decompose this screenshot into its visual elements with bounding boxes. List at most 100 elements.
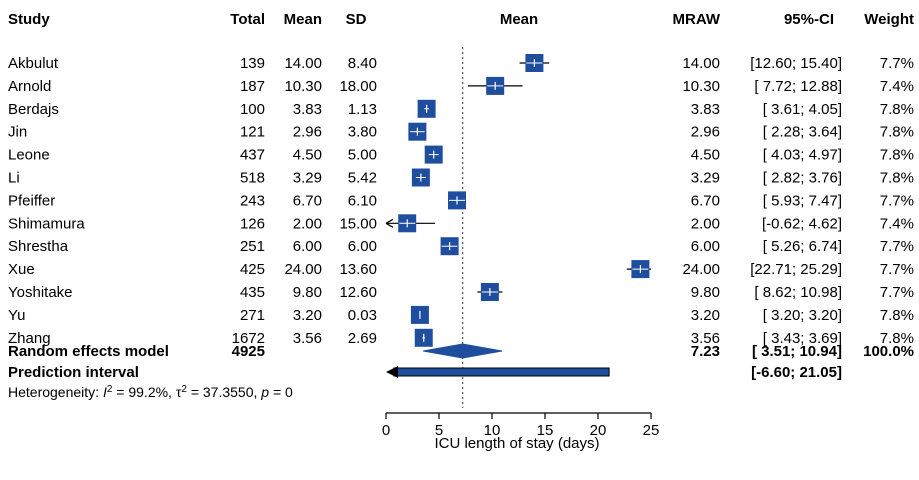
study-mean: 2.96 [293, 124, 322, 141]
header-sd: SD [346, 11, 367, 28]
prediction-interval-label: Prediction interval [8, 364, 139, 381]
table-row: Yu 271 3.20 0.03 3.20 [ 3.20; 3.20] 7.8% [8, 307, 914, 324]
header-mraw: MRAW [673, 11, 721, 28]
study-mean: 3.83 [293, 101, 322, 118]
study-mraw: 6.00 [691, 238, 720, 255]
table-row: Arnold 187 10.30 18.00 10.30 [ 7.72; 12.88] 7.… [8, 78, 914, 95]
study-total: 187 [240, 78, 265, 95]
study-total: 121 [240, 124, 265, 141]
study-ci: [ 7.72; 12.88] [754, 78, 842, 95]
study-weight: 7.8% [880, 170, 914, 187]
study-mraw: 10.30 [682, 78, 720, 95]
header-mean: Mean [284, 11, 322, 28]
study-ci: [ 2.82; 3.76] [763, 170, 842, 187]
study-mraw: 24.00 [682, 261, 720, 278]
study-total: 425 [240, 261, 265, 278]
study-total: 271 [240, 307, 265, 324]
study-ci: [ 5.93; 7.47] [763, 192, 842, 209]
study-name: Yu [8, 307, 26, 324]
header-weight: Weight [864, 11, 914, 28]
study-mean: 3.29 [293, 170, 322, 187]
study-total: 126 [240, 215, 265, 232]
study-weight: 7.7% [880, 284, 914, 301]
study-mraw: 3.20 [691, 307, 720, 324]
random-effects-weight: 100.0% [863, 343, 914, 360]
x-axis: 0 5 10 15 20 25 [382, 412, 659, 439]
header-study: Study [8, 11, 50, 28]
study-name: Shimamura [8, 215, 85, 232]
ci-arrow-left [385, 218, 394, 228]
study-mraw: 2.00 [691, 215, 720, 232]
study-weight: 7.8% [880, 101, 914, 118]
x-tick-label: 5 [435, 422, 443, 439]
study-weight: 7.8% [880, 330, 914, 347]
table-row: Pfeiffer 243 6.70 6.10 6.70 [ 5.93; 7.47] 7.7% [8, 192, 914, 209]
study-mean: 3.56 [293, 330, 322, 347]
study-ci: [-0.62; 4.62] [762, 215, 842, 232]
study-name: Yoshitake [8, 284, 73, 301]
study-total: 100 [240, 101, 265, 118]
study-sd: 1.13 [348, 101, 377, 118]
study-sd: 6.10 [348, 192, 377, 209]
table-row: Li 518 3.29 5.42 3.29 [ 2.82; 3.76] 7.8% [8, 170, 914, 187]
study-weight: 7.7% [880, 192, 914, 209]
study-sd: 6.00 [348, 238, 377, 255]
table-row: Jin 121 2.96 3.80 2.96 [ 2.28; 3.64] 7.8% [8, 124, 914, 141]
prediction-interval-arrow [386, 366, 398, 378]
study-ci: [12.60; 15.40] [750, 55, 842, 72]
table-row: Leone 437 4.50 5.00 4.50 [ 4.03; 4.97] 7.8% [8, 147, 914, 164]
study-mraw: 3.83 [691, 101, 720, 118]
header-ci: 95%-CI [784, 11, 834, 28]
study-weight: 7.8% [880, 307, 914, 324]
study-mraw: 2.96 [691, 124, 720, 141]
x-tick-label: 10 [484, 422, 501, 439]
study-mean: 14.00 [284, 55, 322, 72]
study-ci: [ 2.28; 3.64] [763, 124, 842, 141]
study-name: Zhang [8, 330, 51, 347]
study-sd: 15.00 [339, 215, 377, 232]
study-ci: [22.71; 25.29] [750, 261, 842, 278]
study-total: 139 [240, 55, 265, 72]
study-sd: 13.60 [339, 261, 377, 278]
study-ci: [ 3.61; 4.05] [763, 101, 842, 118]
table-row: Zhang 1672 3.56 2.69 3.56 [ 3.43; 3.69] 7.8% [8, 330, 914, 347]
study-ci: [ 4.03; 4.97] [763, 147, 842, 164]
study-name: Xue [8, 261, 35, 278]
table-row: Shimamura 126 2.00 15.00 2.00 [-0.62; 4.62] 7.… [8, 215, 914, 232]
study-name: Arnold [8, 78, 51, 95]
study-name: Leone [8, 147, 50, 164]
random-effects-mraw: 7.23 [691, 343, 720, 360]
study-mean: 6.70 [293, 192, 322, 209]
prediction-interval-ci: [-6.60; 21.05] [751, 364, 842, 381]
study-sd: 8.40 [348, 55, 377, 72]
study-sd: 12.60 [339, 284, 377, 301]
table-row: Shrestha 251 6.00 6.00 6.00 [ 5.26; 6.74] 7.7% [8, 238, 914, 255]
study-mraw: 3.56 [691, 330, 720, 347]
study-rows: Akbulut 139 14.00 8.40 14.00 [12.60; 15.40] 7.… [8, 55, 914, 347]
study-total: 243 [240, 192, 265, 209]
prediction-interval-bar [393, 367, 610, 377]
study-weight: 7.7% [880, 261, 914, 278]
study-mean: 3.20 [293, 307, 322, 324]
header-total: Total [230, 11, 265, 28]
x-tick-label: 15 [537, 422, 554, 439]
study-mraw: 3.29 [691, 170, 720, 187]
x-tick-label: 0 [382, 422, 390, 439]
study-weight: 7.7% [880, 55, 914, 72]
study-mraw: 6.70 [691, 192, 720, 209]
study-mean: 6.00 [293, 238, 322, 255]
study-name: Shrestha [8, 238, 69, 255]
study-name: Jin [8, 124, 27, 141]
study-ci: [ 3.20; 3.20] [763, 307, 842, 324]
study-mean: 24.00 [284, 261, 322, 278]
study-name: Li [8, 170, 20, 187]
random-effects-label: Random effects model [8, 343, 169, 360]
study-mean: 9.80 [293, 284, 322, 301]
study-weight: 7.8% [880, 147, 914, 164]
study-total: 251 [240, 238, 265, 255]
study-ci: [ 5.26; 6.74] [763, 238, 842, 255]
random-effects-total: 4925 [232, 343, 265, 360]
random-effects-ci: [ 3.51; 10.94] [752, 343, 842, 360]
study-name: Pfeiffer [8, 192, 55, 209]
